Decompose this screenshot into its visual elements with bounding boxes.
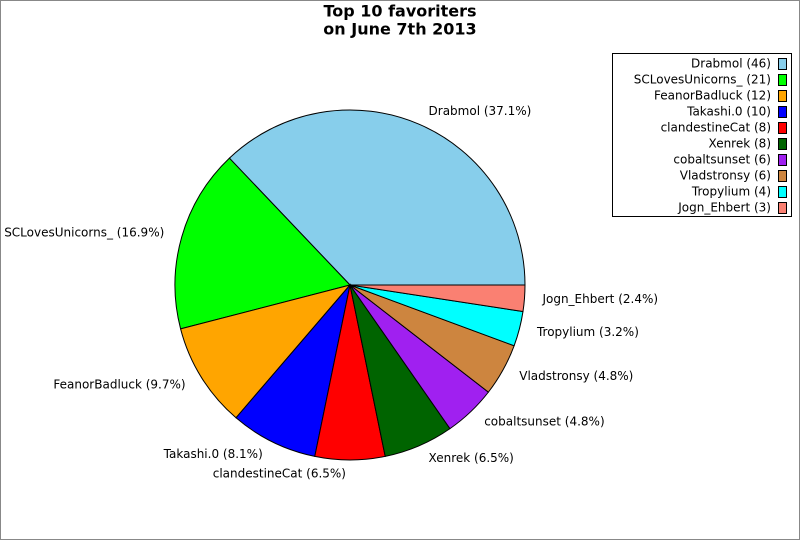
slice-label: SCLovesUnicorns_ (16.9%) <box>4 226 164 240</box>
legend-label: Jogn_Ehbert (3) <box>677 201 771 215</box>
legend-box <box>612 53 792 217</box>
legend-swatch <box>778 74 787 86</box>
chart-subtitle: on June 7th 2013 <box>323 20 476 39</box>
legend-label: cobaltsunset (6) <box>673 153 771 167</box>
pie-slice <box>179 284 352 419</box>
chart-title: Top 10 favoriters <box>323 2 476 21</box>
slice-label: FeanorBadluck (9.7%) <box>53 377 185 391</box>
legend-label: Tropylium (4) <box>691 185 771 199</box>
slice-label: Drabmol (37.1%) <box>429 104 532 118</box>
pie-slice <box>235 283 351 458</box>
slice-label: Tropylium (3.2%) <box>536 325 639 339</box>
legend-label: Vladstronsy (6) <box>680 169 771 183</box>
legend-swatch <box>778 58 787 70</box>
pie-slice <box>349 284 526 313</box>
legend-label: Drabmol (46) <box>691 57 771 71</box>
legend-swatch <box>778 106 787 118</box>
legend-swatch <box>778 90 787 102</box>
legend-swatch <box>778 202 787 214</box>
pie-slice <box>174 157 351 330</box>
legend-swatch <box>778 154 787 166</box>
legend-swatch <box>778 170 787 182</box>
legend-label: clandestineCat (8) <box>661 121 771 135</box>
legend-label: FeanorBadluck (12) <box>654 89 771 103</box>
legend-label: SCLovesUnicorns_ (21) <box>634 73 771 87</box>
slice-label: Xenrek (6.5%) <box>429 451 514 465</box>
slice-label: clandestineCat (6.5%) <box>213 467 346 481</box>
legend-swatch <box>778 138 787 150</box>
pie-slice <box>228 109 526 286</box>
slice-label: Jogn_Ehbert (2.4%) <box>541 292 658 306</box>
slice-label: Vladstronsy (4.8%) <box>519 369 633 383</box>
legend-label: Xenrek (8) <box>709 137 771 151</box>
slice-label: cobaltsunset (4.8%) <box>484 414 604 428</box>
legend-swatch <box>778 186 787 198</box>
legend-label: Takashi.0 (10) <box>686 105 771 119</box>
slice-label: Takashi.0 (8.1%) <box>163 447 263 461</box>
legend-swatch <box>778 122 787 134</box>
